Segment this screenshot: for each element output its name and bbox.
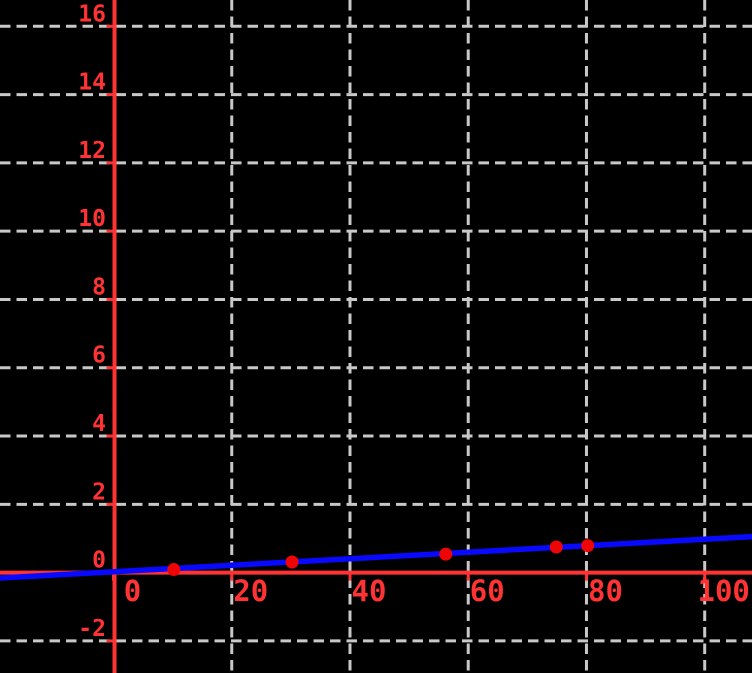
fit-line (0, 533, 752, 581)
x-tick-label-100: 100 (698, 574, 750, 608)
y-tick-label-14: 14 (78, 70, 106, 96)
data-points-4 (581, 539, 595, 553)
y-tick-label-6: 6 (92, 343, 106, 369)
y-tick-label-2: 2 (92, 479, 106, 505)
data-points-3 (549, 540, 563, 554)
x-tick-label-0: 0 (124, 574, 141, 608)
y-tick-label-8: 8 (92, 274, 106, 300)
y-tick-label-16: 16 (78, 1, 106, 27)
y-tick-label-12: 12 (78, 138, 106, 164)
x-tick-label-60: 60 (470, 574, 505, 608)
y-tick-label-0: 0 (92, 548, 106, 574)
x-tick-label-80: 80 (588, 574, 623, 608)
data-points-1 (285, 555, 299, 569)
data-points-0 (167, 563, 181, 577)
data-points-2 (439, 547, 453, 561)
y-tick-label-4: 4 (92, 411, 106, 437)
x-tick-label-20: 20 (233, 574, 268, 608)
y-tick-label--2: -2 (78, 616, 106, 642)
x-tick-label-40: 40 (352, 574, 387, 608)
y-tick-label-10: 10 (78, 206, 106, 232)
